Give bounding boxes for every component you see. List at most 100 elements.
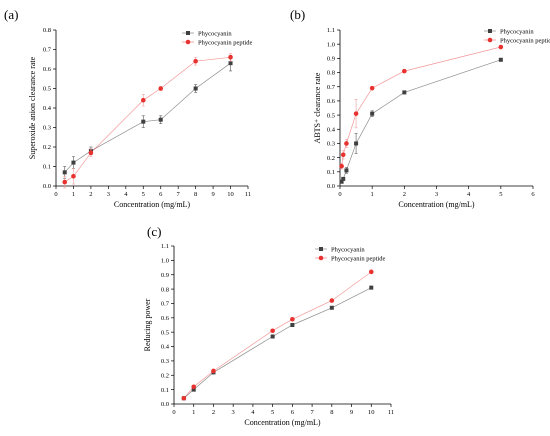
y-tick-label: 0.4 bbox=[327, 126, 336, 133]
data-point-circle bbox=[270, 328, 275, 334]
y-tick-label: 0.2 bbox=[161, 372, 169, 379]
x-tick-label: 2 bbox=[403, 191, 406, 198]
y-tick-label: 0.0 bbox=[43, 183, 51, 190]
data-point-square bbox=[158, 117, 163, 122]
y-tick-label: 0.6 bbox=[327, 98, 336, 105]
x-tick-label: 4 bbox=[467, 191, 471, 198]
x-tick-label: 2 bbox=[212, 409, 215, 416]
data-point-circle bbox=[140, 97, 146, 103]
x-tick-label: 0 bbox=[54, 191, 57, 198]
x-axis-title: Concentration (mg/mL) bbox=[398, 200, 475, 209]
y-tick-label: 0.1 bbox=[327, 169, 335, 176]
y-tick-label: 0.5 bbox=[43, 86, 51, 93]
x-tick-label: 5 bbox=[271, 409, 274, 416]
data-point-square bbox=[339, 179, 344, 184]
data-point-square bbox=[344, 168, 349, 173]
x-tick-label: 10 bbox=[227, 191, 234, 198]
y-tick-label: 1.1 bbox=[161, 243, 169, 250]
x-tick-label: 9 bbox=[350, 409, 353, 416]
data-point-circle bbox=[71, 173, 76, 179]
y-tick-label: 0.6 bbox=[43, 66, 52, 73]
legend-marker-circle bbox=[487, 37, 493, 43]
data-point-square bbox=[71, 160, 76, 165]
data-point-square bbox=[329, 305, 334, 310]
data-point-circle bbox=[353, 111, 359, 116]
data-point-circle bbox=[181, 395, 187, 401]
y-tick-label: 0.7 bbox=[327, 84, 336, 91]
data-point-square bbox=[341, 176, 346, 181]
y-tick-label: 0.2 bbox=[43, 144, 51, 151]
x-tick-label: 1 bbox=[72, 191, 75, 198]
data-point-square bbox=[191, 387, 196, 392]
data-point-circle bbox=[158, 86, 164, 91]
x-tick-label: 6 bbox=[291, 409, 295, 416]
legend: Phycocyanin Phycocyanin peptide bbox=[484, 28, 550, 44]
y-axis-title: Reducing power bbox=[143, 298, 152, 351]
legend-marker-square bbox=[488, 29, 492, 33]
data-point-circle bbox=[193, 58, 198, 64]
chart-panel-1: (a) 0 1 2 3 4 5 6 7 8 9 10 11 0.0 0.1 0.2 0.3 0.4 0.5 0.6 0.… bbox=[4, 7, 252, 209]
data-point-circle bbox=[191, 384, 197, 390]
y-tick-label: 0.8 bbox=[161, 286, 169, 293]
y-tick-label: 0.4 bbox=[161, 344, 170, 351]
y-tick-label: 0.0 bbox=[161, 401, 169, 408]
data-point-circle bbox=[498, 44, 504, 50]
data-point-square bbox=[290, 323, 295, 327]
x-tick-label: 9 bbox=[211, 191, 214, 198]
y-tick-label: 0.3 bbox=[161, 358, 169, 365]
y-tick-label: 0.7 bbox=[43, 47, 52, 54]
x-tick-label: 1 bbox=[371, 191, 374, 198]
y-axis-title: ABTS⁺ clearance rate bbox=[313, 72, 322, 143]
y-tick-label: 0.0 bbox=[327, 183, 335, 190]
y-tick-label: 0.8 bbox=[327, 70, 335, 77]
y-tick-label: 0.8 bbox=[43, 27, 51, 34]
x-tick-label: 11 bbox=[245, 191, 251, 198]
x-tick-label: 0 bbox=[172, 409, 175, 416]
x-tick-label: 3 bbox=[107, 191, 110, 198]
data-point-square bbox=[498, 57, 503, 62]
y-tick-label: 0.1 bbox=[43, 164, 51, 171]
x-tick-label: 5 bbox=[142, 191, 145, 198]
panel-label: (a) bbox=[4, 7, 18, 22]
x-tick-label: 8 bbox=[194, 191, 197, 198]
x-tick-label: 0 bbox=[338, 191, 341, 198]
data-point-circle bbox=[340, 152, 346, 158]
legend-label: Phycocyanin bbox=[331, 246, 365, 253]
data-point-square bbox=[141, 119, 146, 124]
data-point-square bbox=[402, 90, 407, 95]
panel-label: (b) bbox=[290, 7, 305, 22]
y-tick-label: 0.3 bbox=[43, 125, 51, 132]
series-line-1 bbox=[183, 287, 372, 399]
data-point-square bbox=[354, 141, 359, 146]
data-point-circle bbox=[88, 150, 94, 156]
legend-marker-circle bbox=[318, 255, 324, 261]
series-line-2 bbox=[64, 56, 231, 183]
y-tick-label: 1.0 bbox=[327, 41, 335, 48]
y-tick-label: 0.6 bbox=[161, 315, 170, 322]
chart-panel-2: (b) 0 1 2 3 4 5 6 0.0 0.1 0.2 0.3 0.4 0.5 0.6 0.7 0.8 0.9… bbox=[290, 7, 550, 209]
data-point-circle bbox=[344, 141, 349, 146]
x-tick-label: 6 bbox=[159, 191, 163, 198]
legend: Phycocyanin Phycocyanin peptide bbox=[182, 30, 252, 46]
y-tick-label: 0.9 bbox=[327, 56, 335, 63]
series-line-2 bbox=[183, 271, 372, 399]
data-point-square bbox=[369, 285, 374, 290]
x-tick-label: 2 bbox=[89, 191, 92, 198]
data-point-circle bbox=[228, 55, 233, 60]
x-tick-label: 8 bbox=[330, 409, 333, 416]
y-tick-label: 0.7 bbox=[161, 301, 170, 308]
legend-marker-square bbox=[186, 31, 190, 35]
legend-label: Phycocyanin bbox=[500, 28, 534, 35]
data-point-square bbox=[270, 334, 275, 339]
data-point-circle bbox=[290, 316, 295, 322]
data-point-circle bbox=[62, 179, 68, 185]
y-tick-label: 0.1 bbox=[161, 387, 169, 394]
data-point-circle bbox=[369, 85, 375, 91]
x-axis-title: Concentration (mg/mL) bbox=[244, 418, 321, 427]
data-point-circle bbox=[329, 298, 335, 303]
data-point-square bbox=[370, 111, 375, 116]
x-tick-label: 4 bbox=[124, 191, 128, 198]
y-tick-label: 0.2 bbox=[327, 155, 335, 162]
y-tick-label: 1.1 bbox=[327, 27, 335, 34]
